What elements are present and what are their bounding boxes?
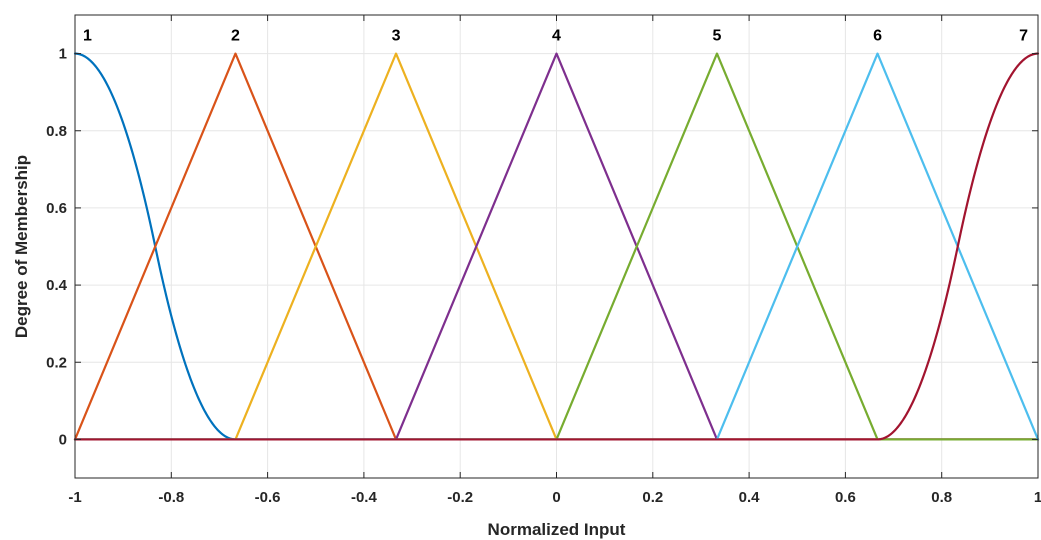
x-tick-label: -0.4	[351, 489, 378, 506]
y-tick-label: 0.8	[46, 123, 67, 140]
x-tick-label: 0.8	[931, 489, 952, 506]
peak-label-1: 1	[83, 28, 92, 45]
x-tick-label: 0.6	[835, 489, 856, 506]
x-tick-label: -1	[68, 489, 81, 506]
y-tick-label: 0.2	[46, 354, 67, 371]
x-tick-label: 0.2	[642, 489, 663, 506]
series-layer	[73, 52, 1040, 441]
y-tick-label: 0.6	[46, 200, 67, 217]
x-tick-label: -0.6	[255, 489, 281, 506]
y-tick-label: 0.4	[46, 277, 68, 294]
peak-label-5: 5	[713, 28, 722, 45]
x-tick-label: -0.2	[447, 489, 473, 506]
tick-labels: -1 -0.8 -0.6 -0.4 -0.2 0 0.2 0.4 0.6 0.8 1 0 0.2 0.4 0…	[46, 46, 1041, 506]
y-tick-label: 0	[59, 431, 67, 448]
peak-label-7: 7	[1019, 28, 1028, 45]
y-tick-label: 1	[59, 46, 67, 63]
x-tick-label: -0.8	[158, 489, 184, 506]
x-tick-label: 0.4	[739, 489, 761, 506]
peak-label-6: 6	[873, 28, 882, 45]
x-tick-label: 0	[552, 489, 560, 506]
y-axis-label: Degree of Membership	[12, 155, 31, 338]
peak-label-2: 2	[231, 28, 240, 45]
peak-label-3: 3	[392, 28, 401, 45]
series-line-7	[73, 52, 1040, 441]
peak-label-4: 4	[552, 28, 561, 45]
x-tick-label: 1	[1034, 489, 1041, 506]
x-axis-label: Normalized Input	[488, 520, 626, 539]
tick-marks	[74, 15, 1039, 478]
peak-labels: 1 2 3 4 5 6 7	[83, 28, 1028, 45]
